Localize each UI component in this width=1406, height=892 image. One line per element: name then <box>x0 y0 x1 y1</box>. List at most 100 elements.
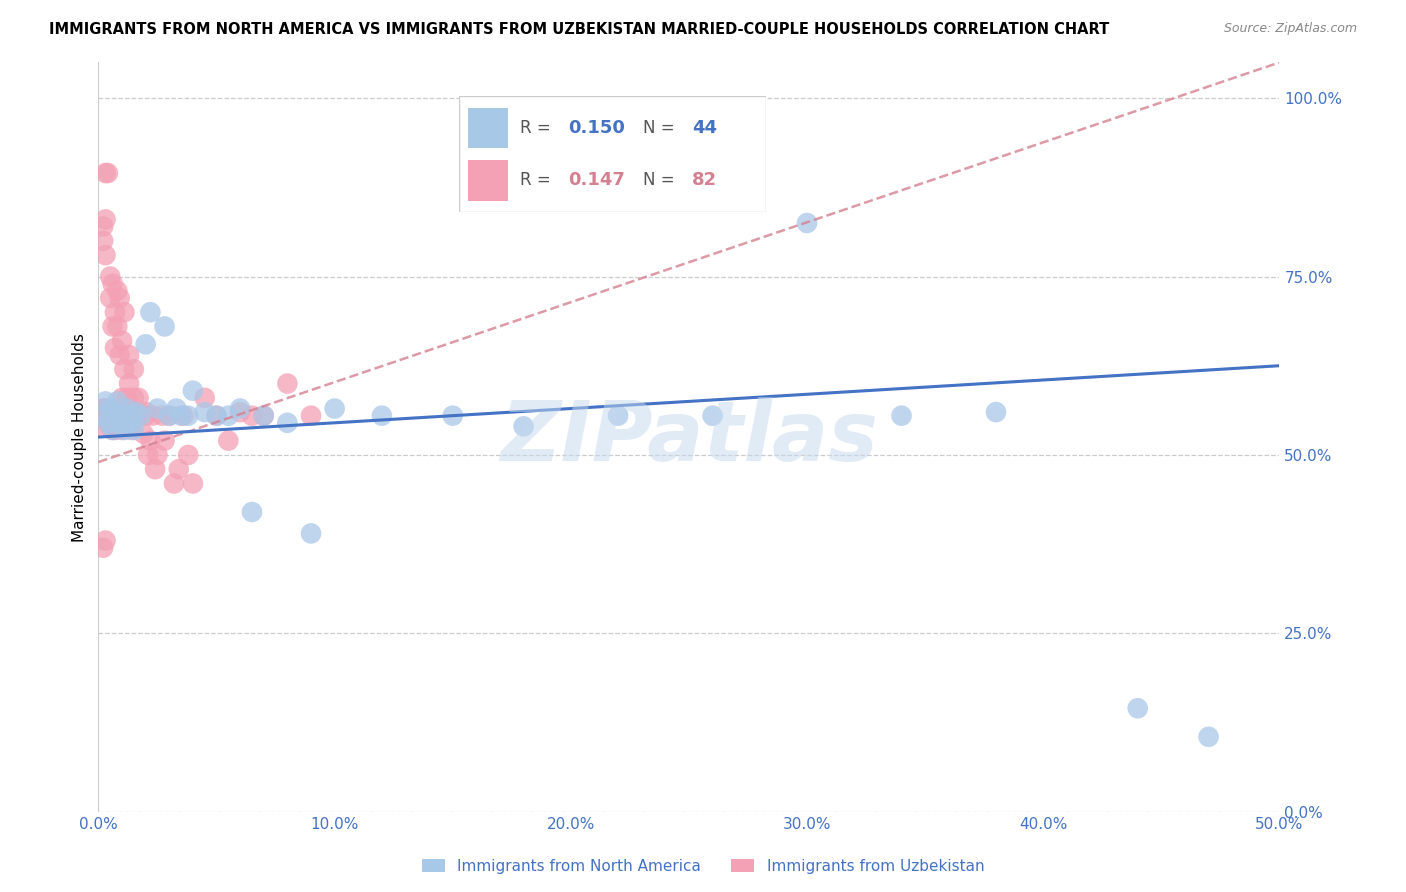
Point <box>122 391 145 405</box>
Point <box>94 401 117 416</box>
Point <box>91 219 114 234</box>
Point <box>98 401 121 416</box>
Point <box>91 401 114 416</box>
Point <box>163 476 186 491</box>
Point <box>115 416 138 430</box>
Point <box>122 362 145 376</box>
Point <box>115 405 138 419</box>
Point <box>94 166 117 180</box>
Point <box>146 401 169 416</box>
Point <box>94 394 117 409</box>
Point <box>91 409 114 423</box>
Point <box>104 423 127 437</box>
Point <box>157 409 180 423</box>
Point <box>135 409 157 423</box>
Point <box>97 409 120 423</box>
Point <box>146 448 169 462</box>
Point <box>165 401 187 416</box>
Point <box>1198 730 1220 744</box>
Point <box>104 409 127 423</box>
Point <box>94 212 117 227</box>
Point <box>118 409 141 423</box>
Point <box>90 419 112 434</box>
Point <box>125 405 148 419</box>
Point <box>240 409 263 423</box>
Point <box>101 277 124 291</box>
Point <box>90 409 112 423</box>
Point <box>111 409 134 423</box>
Point <box>194 405 217 419</box>
Point <box>276 416 298 430</box>
Point <box>167 462 190 476</box>
Point <box>98 291 121 305</box>
Point <box>105 284 128 298</box>
Point <box>142 409 165 423</box>
Point <box>115 401 138 416</box>
Point <box>112 416 135 430</box>
Text: Source: ZipAtlas.com: Source: ZipAtlas.com <box>1223 22 1357 36</box>
Point <box>121 423 143 437</box>
Point <box>217 409 239 423</box>
Point <box>101 423 124 437</box>
Point <box>217 434 239 448</box>
Point <box>94 533 117 548</box>
Point <box>890 409 912 423</box>
Point <box>112 305 135 319</box>
Point <box>194 391 217 405</box>
Point <box>240 505 263 519</box>
Point <box>118 376 141 391</box>
Point <box>101 409 124 423</box>
Point <box>101 319 124 334</box>
Point <box>253 409 276 423</box>
Point <box>97 166 120 180</box>
Point <box>112 423 135 437</box>
Text: ZIPatlas: ZIPatlas <box>501 397 877 477</box>
Point <box>299 409 322 423</box>
Point <box>108 416 131 430</box>
Point <box>111 409 134 423</box>
Point <box>105 394 128 409</box>
Point <box>143 462 166 476</box>
Point <box>108 409 131 423</box>
Point <box>129 409 152 423</box>
Point <box>97 416 120 430</box>
Point <box>177 448 200 462</box>
Point <box>111 334 134 348</box>
Point <box>105 319 128 334</box>
Point <box>111 409 134 423</box>
Point <box>101 423 124 437</box>
Point <box>205 409 228 423</box>
Point <box>108 348 131 362</box>
Point <box>323 401 346 416</box>
Point <box>104 305 127 319</box>
Point <box>121 416 143 430</box>
Point <box>91 541 114 555</box>
Point <box>181 384 204 398</box>
Point <box>115 409 138 423</box>
Point <box>157 409 180 423</box>
Point <box>104 341 127 355</box>
Point <box>702 409 724 423</box>
Point <box>135 337 157 351</box>
Y-axis label: Married-couple Households: Married-couple Households <box>72 333 87 541</box>
Point <box>97 405 120 419</box>
Point <box>91 234 114 248</box>
Point <box>122 423 145 437</box>
Point <box>136 448 159 462</box>
Point <box>371 409 394 423</box>
Point <box>112 362 135 376</box>
Point <box>153 319 176 334</box>
Point <box>122 409 145 423</box>
Point <box>111 423 134 437</box>
Text: IMMIGRANTS FROM NORTH AMERICA VS IMMIGRANTS FROM UZBEKISTAN MARRIED-COUPLE HOUSE: IMMIGRANTS FROM NORTH AMERICA VS IMMIGRA… <box>49 22 1109 37</box>
Point <box>98 419 121 434</box>
Point <box>101 409 124 423</box>
Point <box>115 391 138 405</box>
Point <box>118 348 141 362</box>
Point <box>139 434 162 448</box>
Point <box>98 269 121 284</box>
Point <box>150 409 173 423</box>
Point <box>111 391 134 405</box>
Point <box>135 405 157 419</box>
Point <box>98 401 121 416</box>
